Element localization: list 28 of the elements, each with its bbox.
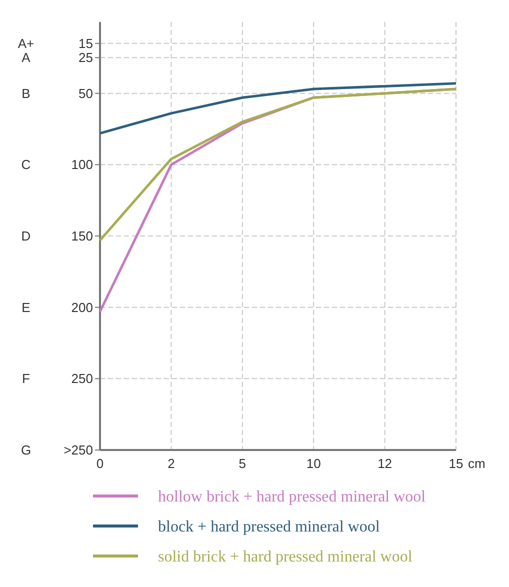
legend-label: solid brick + hard pressed mineral wool — [158, 548, 413, 566]
text: F — [22, 371, 30, 386]
y-tick-label: >250 — [64, 442, 93, 458]
legend-label: block + hard pressed mineral wool — [158, 518, 380, 536]
y-tick-label: 15 — [78, 36, 93, 51]
text: A+ — [18, 36, 34, 51]
text: C — [21, 157, 31, 172]
x-axis-title: cm — [468, 456, 486, 471]
line-series — [98, 82, 458, 135]
x-tick-label: 15 — [448, 456, 464, 471]
y-tick-label: 50 — [78, 86, 93, 101]
x-tick-label: 0 — [96, 456, 104, 471]
x-tick-label: 5 — [238, 456, 246, 471]
line-series — [98, 88, 458, 242]
x-tick-label: 12 — [378, 456, 392, 471]
text: E — [22, 300, 31, 315]
text: A — [22, 50, 31, 66]
text: B — [22, 86, 30, 101]
y-tick-label: 150 — [71, 228, 93, 244]
x-tick-label: 2 — [168, 456, 175, 471]
y-tick-label: 200 — [71, 300, 93, 315]
y-tick-label: 25 — [78, 50, 93, 66]
y-tick-label: 100 — [71, 157, 93, 172]
y-tick-label: 250 — [71, 371, 93, 386]
text: D — [21, 228, 31, 244]
legend-label: hollow brick + hard pressed mineral wool — [158, 488, 426, 506]
text: G — [20, 442, 32, 458]
x-tick-label: 10 — [306, 456, 321, 471]
